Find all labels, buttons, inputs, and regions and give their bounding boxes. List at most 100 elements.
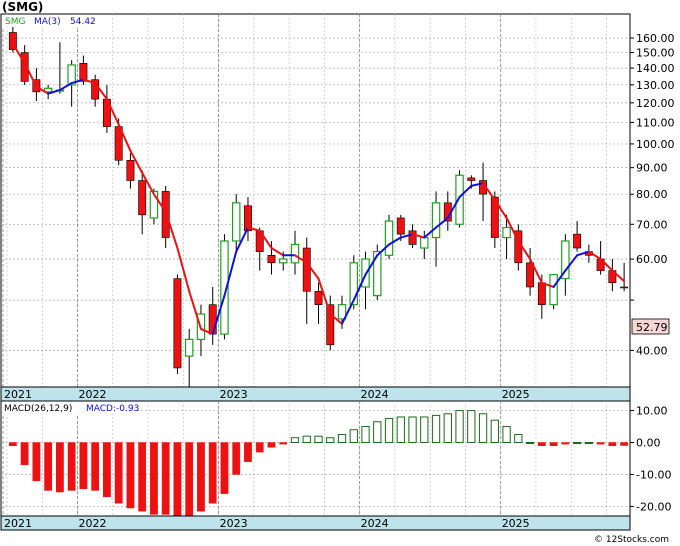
macd-bar bbox=[620, 442, 629, 446]
ma-segment bbox=[364, 254, 379, 276]
candle-body bbox=[373, 251, 382, 297]
ma-segment bbox=[564, 254, 579, 272]
price-legend: SMG MA(3) 54.42 bbox=[2, 15, 101, 27]
price-x-label: 2023 bbox=[220, 388, 248, 401]
price-panel: 160.00 150.00 140.00 130.00 120.00 110.00 100.… bbox=[0, 13, 675, 402]
ma-segment bbox=[70, 78, 85, 85]
candle-body bbox=[231, 202, 241, 242]
candle-body bbox=[490, 196, 499, 238]
macd-bar bbox=[537, 442, 546, 446]
ma-segment bbox=[517, 239, 532, 261]
candle-body bbox=[408, 230, 417, 245]
macd-bar bbox=[255, 442, 264, 453]
ma-segment bbox=[82, 78, 97, 85]
macd-tick-label: -20.00 bbox=[636, 500, 671, 513]
ma-segment bbox=[529, 258, 543, 284]
macd-x-label: 2025 bbox=[502, 517, 530, 530]
price-tick-label: 140.00 bbox=[636, 62, 675, 75]
macd-bar bbox=[161, 442, 170, 515]
macd-tick-label: -10.00 bbox=[636, 468, 671, 481]
ma-segment bbox=[611, 269, 626, 283]
credit-label: © 12Stocks.com bbox=[594, 535, 669, 545]
macd-bar bbox=[326, 437, 335, 444]
ma-segment bbox=[246, 226, 261, 232]
macd-legend-value: MACD:-0.93 bbox=[86, 404, 139, 414]
ma-segment bbox=[270, 247, 285, 257]
macd-bar bbox=[302, 435, 311, 444]
price-tick-label: 130.00 bbox=[636, 79, 675, 92]
candle-body bbox=[384, 220, 394, 256]
price-legend-bg bbox=[2, 15, 101, 27]
ma-segment bbox=[576, 250, 590, 257]
ma-segment bbox=[435, 216, 449, 229]
macd-bar bbox=[208, 442, 217, 504]
price-tick-label: 120.00 bbox=[636, 97, 675, 110]
ma-segment bbox=[552, 269, 567, 288]
macd-legend-bg bbox=[2, 402, 120, 414]
ma-segment bbox=[211, 294, 226, 336]
macd-bar bbox=[337, 434, 347, 444]
candle-body bbox=[620, 286, 629, 289]
macd-bar bbox=[79, 442, 88, 490]
macd-bar bbox=[561, 442, 570, 445]
macd-bar bbox=[525, 442, 535, 445]
candle-body bbox=[43, 87, 53, 93]
ma-segment bbox=[317, 277, 332, 316]
candle-body bbox=[314, 290, 323, 305]
ma-segment bbox=[199, 327, 214, 336]
macd-bar bbox=[8, 442, 17, 446]
macd-bar bbox=[455, 410, 464, 444]
ma-segment bbox=[117, 123, 132, 152]
ma-segment bbox=[341, 299, 355, 325]
macd-bar bbox=[443, 413, 452, 444]
price-y-axis: 160.00 150.00 140.00 130.00 120.00 110.00 100.… bbox=[630, 32, 675, 357]
candle-body bbox=[502, 226, 511, 239]
macd-bar bbox=[44, 442, 53, 491]
ma-segment bbox=[23, 62, 38, 88]
macd-bar bbox=[490, 419, 499, 444]
candle-body bbox=[561, 240, 570, 280]
macd-bar bbox=[349, 429, 358, 444]
macd-bar bbox=[549, 442, 558, 446]
macd-bar bbox=[502, 426, 511, 444]
ma-segment bbox=[223, 250, 238, 297]
ma-segment bbox=[599, 258, 614, 272]
price-plot-area bbox=[0, 13, 631, 388]
legend-ma-label: MA(3) bbox=[34, 17, 61, 27]
chart-title: (SMG) bbox=[2, 0, 43, 14]
candle-body bbox=[467, 177, 476, 181]
ma-segment bbox=[47, 89, 61, 95]
macd-bar bbox=[56, 442, 64, 493]
price-x-label: 2021 bbox=[4, 388, 32, 401]
macd-bar bbox=[572, 442, 582, 445]
candle-body bbox=[20, 52, 29, 82]
macd-bar bbox=[150, 442, 158, 515]
last-price-box bbox=[631, 318, 670, 335]
candle-body bbox=[302, 247, 311, 292]
last-price-tag: 52.79 bbox=[631, 318, 670, 335]
macd-bar bbox=[20, 442, 29, 466]
macd-bar bbox=[361, 426, 370, 444]
price-tick-label: 70.00 bbox=[636, 218, 668, 231]
candle-body bbox=[149, 190, 159, 219]
price-gridlines bbox=[1, 14, 630, 387]
ma-segment bbox=[587, 250, 602, 261]
ma-segment bbox=[35, 85, 50, 95]
legend-symbol: SMG bbox=[5, 17, 25, 27]
candle-body bbox=[326, 304, 335, 346]
candle-body bbox=[184, 338, 194, 357]
ma-segment bbox=[399, 233, 414, 239]
price-tick-label: 110.00 bbox=[636, 116, 675, 129]
ma-segment bbox=[352, 273, 367, 302]
macd-y-axis: 10.00 0.00 -10.00 -20.00 bbox=[630, 405, 671, 513]
candle-body bbox=[337, 304, 347, 320]
macd-x-label: 2022 bbox=[79, 517, 107, 530]
macd-bar bbox=[91, 442, 100, 491]
ma-segment bbox=[94, 82, 108, 101]
ma-segment bbox=[376, 243, 391, 257]
candle-body bbox=[349, 262, 359, 306]
macd-bar bbox=[244, 442, 252, 462]
ma-segment bbox=[152, 193, 167, 213]
macd-x-label: 2021 bbox=[4, 517, 32, 530]
